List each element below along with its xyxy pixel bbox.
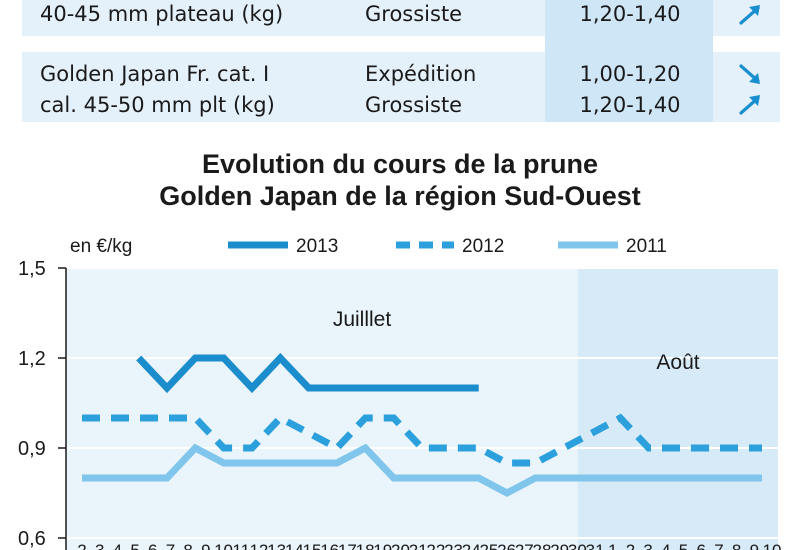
trend-up-icon <box>739 95 760 115</box>
product-name: Golden Japan Fr. cat. I <box>40 62 270 86</box>
legend-label: 2013 <box>296 236 338 257</box>
x-tick-label: 11 <box>232 541 250 550</box>
x-tick-label: 3 <box>643 541 652 550</box>
legend-label: 2012 <box>462 236 504 257</box>
x-tick-label: 20 <box>391 541 410 550</box>
x-tick-label: 4 <box>113 541 122 550</box>
y-tick-label: 0,9 <box>18 438 46 460</box>
x-tick-label: 1 <box>608 541 617 550</box>
august-shading <box>577 268 778 550</box>
price-range: 1,20-1,40 <box>579 2 681 26</box>
series-line-2012 <box>82 413 762 467</box>
y-tick-label: 1,5 <box>18 258 46 280</box>
x-tick-label: 28 <box>533 541 552 550</box>
gridlines <box>66 267 778 539</box>
x-tick-label: 9 <box>201 541 210 550</box>
x-tick-label: 10 <box>763 541 782 550</box>
x-tick-label: 10 <box>214 541 233 550</box>
x-tick-label: 6 <box>148 541 157 550</box>
x-tick-label: 15 <box>303 541 322 550</box>
x-tick-label: 6 <box>696 541 705 550</box>
x-tick-label: 4 <box>661 541 670 550</box>
x-tick-label: 31 <box>586 541 605 550</box>
price-range: 1,20-1,40 <box>579 93 681 117</box>
y-tick-label: 1,2 <box>18 348 46 370</box>
trend-up-icon <box>739 5 760 25</box>
market-type: Grossiste <box>365 2 463 26</box>
x-tick-label: 21 <box>409 541 428 550</box>
x-tick-label: 9 <box>750 541 759 550</box>
x-tick-label: 25 <box>479 541 498 550</box>
x-tick-label: 19 <box>373 541 392 550</box>
y-axis: 1,5 1,2 0,9 0,6 <box>18 258 67 550</box>
x-tick-label: 27 <box>515 541 534 550</box>
series-lines <box>82 352 762 497</box>
chart-title-line: Golden Japan de la région Sud-Ouest <box>159 181 641 211</box>
y-tick-label: 0,6 <box>18 528 46 550</box>
unit-label: en €/kg <box>70 236 132 257</box>
x-tick-label: 7 <box>714 541 723 550</box>
x-tick-label: 8 <box>183 541 192 550</box>
month-label: Juilllet <box>333 308 392 331</box>
x-tick-label: 29 <box>550 541 569 550</box>
price-range: 1,00-1,20 <box>579 62 681 86</box>
trend-down-icon <box>739 64 760 84</box>
market-type: Grossiste <box>365 93 463 117</box>
legend-label: 2011 <box>626 236 667 257</box>
price-table: 40-45 mm plateau (kg) Grossiste 1,20-1,4… <box>0 0 800 128</box>
x-tick-label: 30 <box>568 541 587 550</box>
series-line-2011 <box>82 443 762 497</box>
x-tick-label: 2 <box>626 541 635 550</box>
x-tick-label: 7 <box>166 541 175 550</box>
x-tick-label: 5 <box>130 541 139 550</box>
market-type: Expédition <box>365 62 477 86</box>
x-axis-ticks: 2345678910111213141516171819202122232425… <box>77 541 781 550</box>
x-tick-label: 18 <box>356 541 375 550</box>
month-label: Août <box>656 351 699 374</box>
x-tick-label: 12 <box>249 541 268 550</box>
product-name: 40-45 mm plateau (kg) <box>40 2 284 26</box>
series-line-2013 <box>136 352 479 394</box>
x-tick-label: 16 <box>320 541 339 550</box>
x-tick-label: 24 <box>462 541 481 550</box>
chart-title-line: Evolution du cours de la prune <box>201 149 599 179</box>
x-tick-label: 26 <box>497 541 516 550</box>
x-tick-label: 23 <box>444 541 463 550</box>
x-tick-label: 2 <box>77 541 86 550</box>
product-name: cal. 45-50 mm plt (kg) <box>40 93 275 117</box>
chart-title: Evolution du cours de la prune Golden Ja… <box>0 148 800 212</box>
x-tick-label: 17 <box>338 541 357 550</box>
month-annotations: Juilllet Août <box>333 308 700 374</box>
x-tick-label: 22 <box>426 541 445 550</box>
x-tick-label: 3 <box>95 541 104 550</box>
x-tick-label: 14 <box>285 541 304 550</box>
legend: en €/kg 2013 2012 2011 <box>70 236 667 257</box>
price-column <box>545 0 713 122</box>
x-tick-label: 5 <box>679 541 688 550</box>
x-tick-label: 8 <box>732 541 741 550</box>
x-tick-label: 13 <box>267 541 286 550</box>
